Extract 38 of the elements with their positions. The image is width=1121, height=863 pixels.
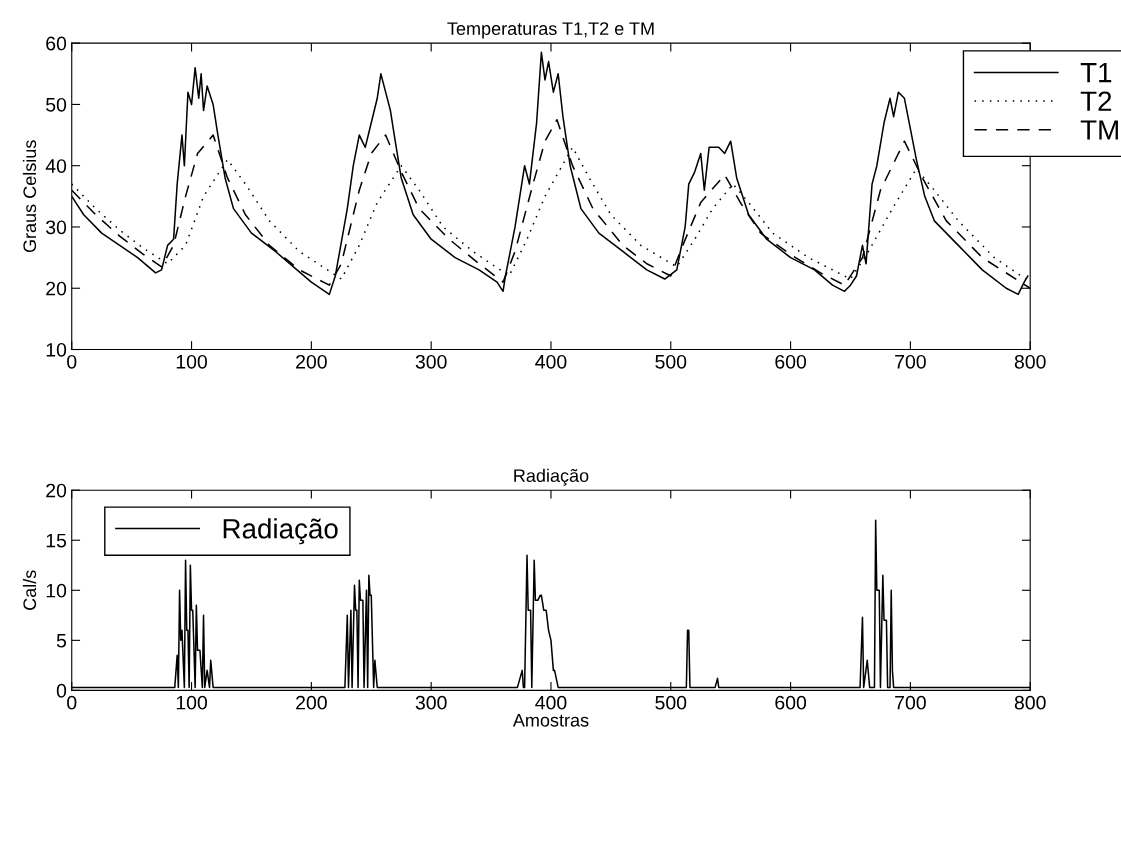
x-tick-label: 0 [67, 354, 77, 369]
y-tick-label: 40 [45, 159, 67, 173]
y-tick-label: 15 [46, 533, 67, 548]
legend-label: T1 [1080, 63, 1112, 83]
x-tick-label: 700 [895, 695, 926, 710]
x-tick-label: 700 [895, 354, 926, 369]
x-tick-label: 400 [535, 695, 567, 710]
x-tick-label: 100 [176, 354, 208, 369]
x-tick-label: 300 [415, 695, 447, 710]
x-tick-label: 300 [415, 354, 447, 369]
y-tick-label: 10 [46, 342, 67, 357]
x-tick-label: 500 [655, 354, 687, 369]
y-tick-label: 5 [56, 634, 67, 648]
y-axis-title: Graus Celsius [22, 140, 37, 253]
y-tick-label: 20 [46, 483, 67, 498]
legend-label: T2 [1080, 91, 1112, 111]
x-tick-label: 800 [1014, 695, 1046, 710]
x-tick-label: 100 [176, 695, 208, 710]
x-tick-label: 200 [296, 695, 327, 710]
legend-label: TM [1080, 120, 1118, 140]
y-tick-label: 60 [46, 36, 67, 51]
legend-label: Radiação [223, 518, 338, 545]
chart-title: Radiação [514, 468, 589, 486]
x-tick-label: 500 [655, 695, 687, 710]
x-tick-label: 0 [67, 695, 77, 710]
x-tick-label: 600 [775, 695, 807, 710]
y-tick-label: 10 [46, 583, 67, 598]
x-tick-label: 400 [535, 354, 567, 369]
y-tick-label: 0 [56, 683, 67, 698]
x-tick-label: 800 [1014, 354, 1046, 369]
y-axis-title: Cal/s [22, 570, 37, 610]
x-tick-label: 200 [296, 354, 327, 369]
y-tick-label: 20 [46, 281, 67, 296]
x-tick-label: 600 [775, 354, 807, 369]
y-tick-label: 50 [46, 97, 67, 112]
x-axis-title: Amostras [512, 714, 589, 727]
chart-title: Temperaturas T1,T2 e TM [447, 22, 654, 39]
y-tick-label: 30 [46, 220, 67, 235]
